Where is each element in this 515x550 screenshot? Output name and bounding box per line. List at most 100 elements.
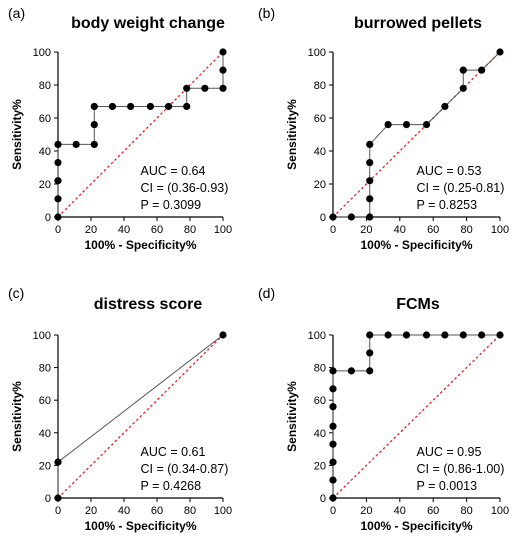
- roc-point: [329, 494, 337, 502]
- roc-point: [366, 158, 374, 167]
- roc-point: [54, 458, 62, 466]
- roc-point: [219, 66, 227, 74]
- roc-point: [329, 367, 337, 375]
- y-tick-label: 80: [39, 80, 51, 92]
- chart-title: burrowed pellets: [354, 15, 482, 32]
- y-tick-label: 40: [39, 146, 51, 158]
- roc-point: [402, 121, 411, 129]
- y-tick-label: 100: [33, 330, 51, 342]
- roc-point: [72, 140, 80, 148]
- y-axis-label: Sensitivity%: [10, 381, 24, 452]
- y-tick-label: 80: [314, 80, 326, 92]
- panel-letter: (c): [8, 285, 24, 301]
- roc-point: [441, 102, 449, 111]
- y-tick-label: 0: [320, 212, 326, 224]
- stat-annotation: AUC = 0.61: [141, 445, 206, 459]
- x-tick-label: 100: [214, 224, 232, 236]
- reference-line: [332, 334, 501, 499]
- chart-panel-2: (b) burrowed pellets 0 20 40 60 80 100 0 20 40 60 80…: [258, 5, 509, 252]
- chart-panel-1: (a) body weight change 0 20 40 60 80 100 0 20 40 60…: [8, 5, 232, 252]
- stat-annotation: P = 0.8253: [417, 198, 478, 212]
- roc-point: [219, 48, 227, 56]
- roc-point: [422, 121, 431, 129]
- roc-point: [219, 84, 227, 92]
- roc-point: [384, 331, 392, 339]
- roc-point: [54, 494, 62, 502]
- roc-point: [164, 102, 173, 111]
- roc-point: [127, 102, 135, 111]
- x-tick-label: 100: [491, 224, 509, 236]
- roc-point: [54, 158, 62, 167]
- x-tick-label: 60: [151, 505, 163, 517]
- x-tick-label: 80: [460, 224, 472, 236]
- roc-point: [90, 102, 98, 111]
- chart-title: FCMs: [396, 296, 440, 313]
- x-tick-label: 0: [55, 505, 61, 517]
- panel-letter: (a): [8, 5, 25, 21]
- roc-point: [496, 48, 504, 56]
- roc-point: [366, 331, 374, 339]
- roc-point: [384, 121, 392, 129]
- roc-point: [329, 385, 337, 393]
- reference-line: [332, 51, 501, 218]
- x-tick-label: 40: [394, 224, 406, 236]
- y-tick-label: 100: [308, 330, 326, 342]
- roc-point: [366, 140, 374, 148]
- roc-point: [459, 331, 467, 339]
- roc-point: [329, 422, 337, 430]
- roc-point: [347, 367, 355, 375]
- roc-point: [201, 84, 209, 92]
- stat-annotation: CI = (0.34-0.87): [141, 462, 229, 476]
- roc-point: [54, 195, 62, 203]
- x-axis-label: 100% - Specificity%: [360, 238, 472, 252]
- y-tick-label: 20: [39, 179, 51, 191]
- chart-title: body weight change: [71, 15, 225, 32]
- x-tick-label: 60: [427, 505, 439, 517]
- roc-point: [54, 140, 62, 148]
- y-tick-label: 100: [33, 47, 51, 59]
- roc-point: [54, 177, 62, 185]
- roc-point: [329, 458, 337, 466]
- reference-line: [57, 51, 224, 218]
- roc-point: [329, 440, 337, 448]
- x-tick-label: 20: [85, 224, 97, 236]
- roc-point: [329, 403, 337, 411]
- x-tick-label: 40: [118, 505, 130, 517]
- chart-panel-4: (d) FCMs 0 20 40 60 80 100 0 20 40 60 80 100 100% - Sp…: [258, 285, 509, 533]
- y-axis-label: Sensitivity%: [285, 381, 299, 452]
- x-tick-label: 40: [118, 224, 130, 236]
- roc-point: [146, 102, 154, 111]
- y-tick-label: 0: [320, 493, 326, 505]
- stat-annotation: CI = (0.25-0.81): [417, 181, 505, 195]
- roc-point: [422, 331, 431, 339]
- stat-annotation: AUC = 0.95: [417, 445, 482, 459]
- y-tick-label: 0: [45, 212, 51, 224]
- x-tick-label: 0: [330, 224, 336, 236]
- roc-point: [402, 331, 411, 339]
- roc-point: [478, 66, 486, 74]
- roc-point: [347, 213, 355, 221]
- x-tick-label: 60: [151, 224, 163, 236]
- stat-annotation: P = 0.4268: [141, 479, 202, 493]
- roc-point: [478, 331, 486, 339]
- x-tick-label: 80: [184, 505, 196, 517]
- x-axis-label: 100% - Specificity%: [84, 519, 196, 533]
- y-tick-label: 60: [39, 395, 51, 407]
- y-tick-label: 80: [314, 363, 326, 375]
- roc-point: [366, 195, 374, 203]
- roc-point: [329, 476, 337, 484]
- roc-point: [183, 84, 191, 92]
- y-tick-label: 40: [314, 146, 326, 158]
- x-tick-label: 20: [360, 224, 372, 236]
- x-tick-label: 80: [460, 505, 472, 517]
- roc-point: [54, 213, 62, 221]
- stat-annotation: CI = (0.86-1.00): [417, 462, 505, 476]
- stat-annotation: AUC = 0.64: [141, 164, 206, 178]
- roc-point: [90, 121, 98, 129]
- reference-line: [57, 334, 224, 499]
- y-tick-label: 60: [314, 395, 326, 407]
- y-tick-label: 0: [45, 493, 51, 505]
- y-tick-label: 40: [314, 428, 326, 440]
- roc-point: [108, 102, 117, 111]
